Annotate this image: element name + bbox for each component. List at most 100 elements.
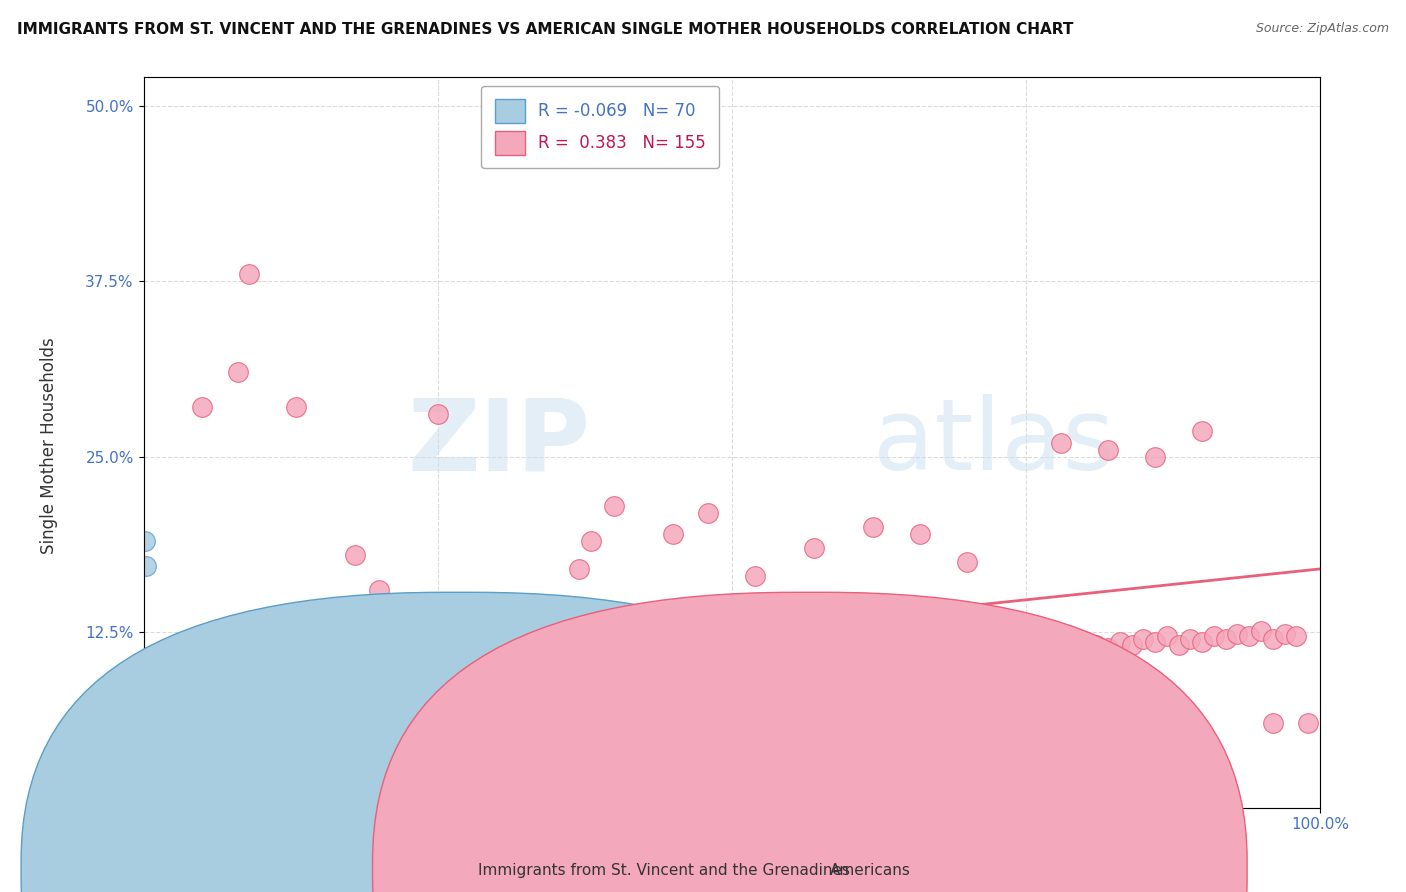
Point	[662, 655, 685, 669]
Point	[138, 705, 160, 719]
Point	[1097, 442, 1119, 457]
Point	[1050, 435, 1073, 450]
Point	[344, 548, 367, 562]
Point	[603, 499, 626, 513]
Point	[238, 674, 260, 689]
Point	[568, 655, 591, 669]
Point	[143, 689, 166, 703]
Point	[1002, 646, 1025, 660]
Point	[1274, 626, 1296, 640]
Point	[136, 699, 159, 714]
Point	[849, 648, 872, 663]
Point	[579, 533, 602, 548]
Point	[302, 667, 325, 681]
Point	[450, 657, 472, 672]
Point	[141, 694, 163, 708]
Point	[138, 694, 160, 708]
Point	[136, 722, 159, 736]
Point	[136, 714, 159, 728]
Point	[474, 660, 496, 674]
Point	[367, 582, 389, 597]
Point	[136, 689, 159, 703]
Point	[198, 680, 221, 694]
Point	[862, 520, 884, 534]
Text: atlas: atlas	[873, 394, 1115, 491]
Point	[380, 660, 402, 674]
Point	[332, 667, 354, 681]
Point	[187, 674, 209, 689]
Point	[142, 685, 165, 699]
Point	[1180, 632, 1202, 647]
Point	[135, 728, 157, 742]
Point	[150, 680, 173, 694]
Point	[1108, 635, 1130, 649]
Point	[908, 526, 931, 541]
Point	[136, 719, 159, 733]
Text: Single Mother Households: Single Mother Households	[41, 338, 58, 554]
Point	[232, 680, 254, 694]
Point	[768, 657, 790, 672]
Point	[744, 655, 766, 669]
Point	[273, 667, 295, 681]
Point	[135, 733, 157, 747]
Point	[136, 708, 159, 723]
Point	[138, 677, 160, 691]
Point	[172, 667, 194, 681]
Point	[183, 680, 205, 694]
Point	[1261, 632, 1284, 647]
Point	[461, 665, 484, 680]
Point	[1215, 632, 1237, 647]
Point	[1261, 716, 1284, 731]
Text: Immigrants from St. Vincent and the Grenadines: Immigrants from St. Vincent and the Gren…	[478, 863, 851, 878]
Point	[209, 672, 232, 686]
Point	[174, 677, 197, 691]
Point	[792, 655, 814, 669]
Point	[1085, 638, 1108, 652]
Point	[367, 667, 389, 681]
Point	[1121, 638, 1143, 652]
Point	[135, 674, 157, 689]
Point	[803, 541, 825, 555]
Point	[136, 680, 159, 694]
Point	[309, 677, 332, 691]
Point	[136, 672, 159, 686]
Point	[146, 697, 169, 711]
Point	[744, 569, 766, 583]
Point	[697, 660, 720, 674]
Point	[139, 697, 162, 711]
Point	[136, 694, 159, 708]
Point	[136, 716, 159, 731]
Point	[1050, 640, 1073, 655]
Point	[250, 677, 273, 691]
Point	[921, 646, 943, 660]
Point	[135, 559, 157, 574]
Point	[143, 691, 166, 706]
Point	[579, 663, 602, 677]
Point	[439, 663, 461, 677]
Point	[650, 660, 672, 674]
Point	[136, 733, 159, 747]
Point	[139, 691, 162, 706]
Point	[180, 672, 202, 686]
Point	[979, 643, 1001, 657]
Point	[614, 655, 637, 669]
Point	[136, 702, 159, 716]
Point	[638, 657, 661, 672]
Point	[755, 648, 778, 663]
Point	[943, 643, 966, 657]
Point	[426, 408, 449, 422]
Point	[134, 723, 156, 738]
Point	[238, 267, 260, 281]
Point	[142, 674, 165, 689]
Point	[202, 674, 225, 689]
Point	[138, 689, 160, 703]
Point	[1144, 635, 1167, 649]
Point	[267, 674, 290, 689]
Point	[862, 652, 884, 666]
Point	[827, 646, 849, 660]
Point	[733, 652, 755, 666]
Text: ZIP: ZIP	[408, 394, 591, 491]
Point	[262, 680, 284, 694]
Point	[1226, 626, 1249, 640]
Point	[194, 672, 217, 686]
